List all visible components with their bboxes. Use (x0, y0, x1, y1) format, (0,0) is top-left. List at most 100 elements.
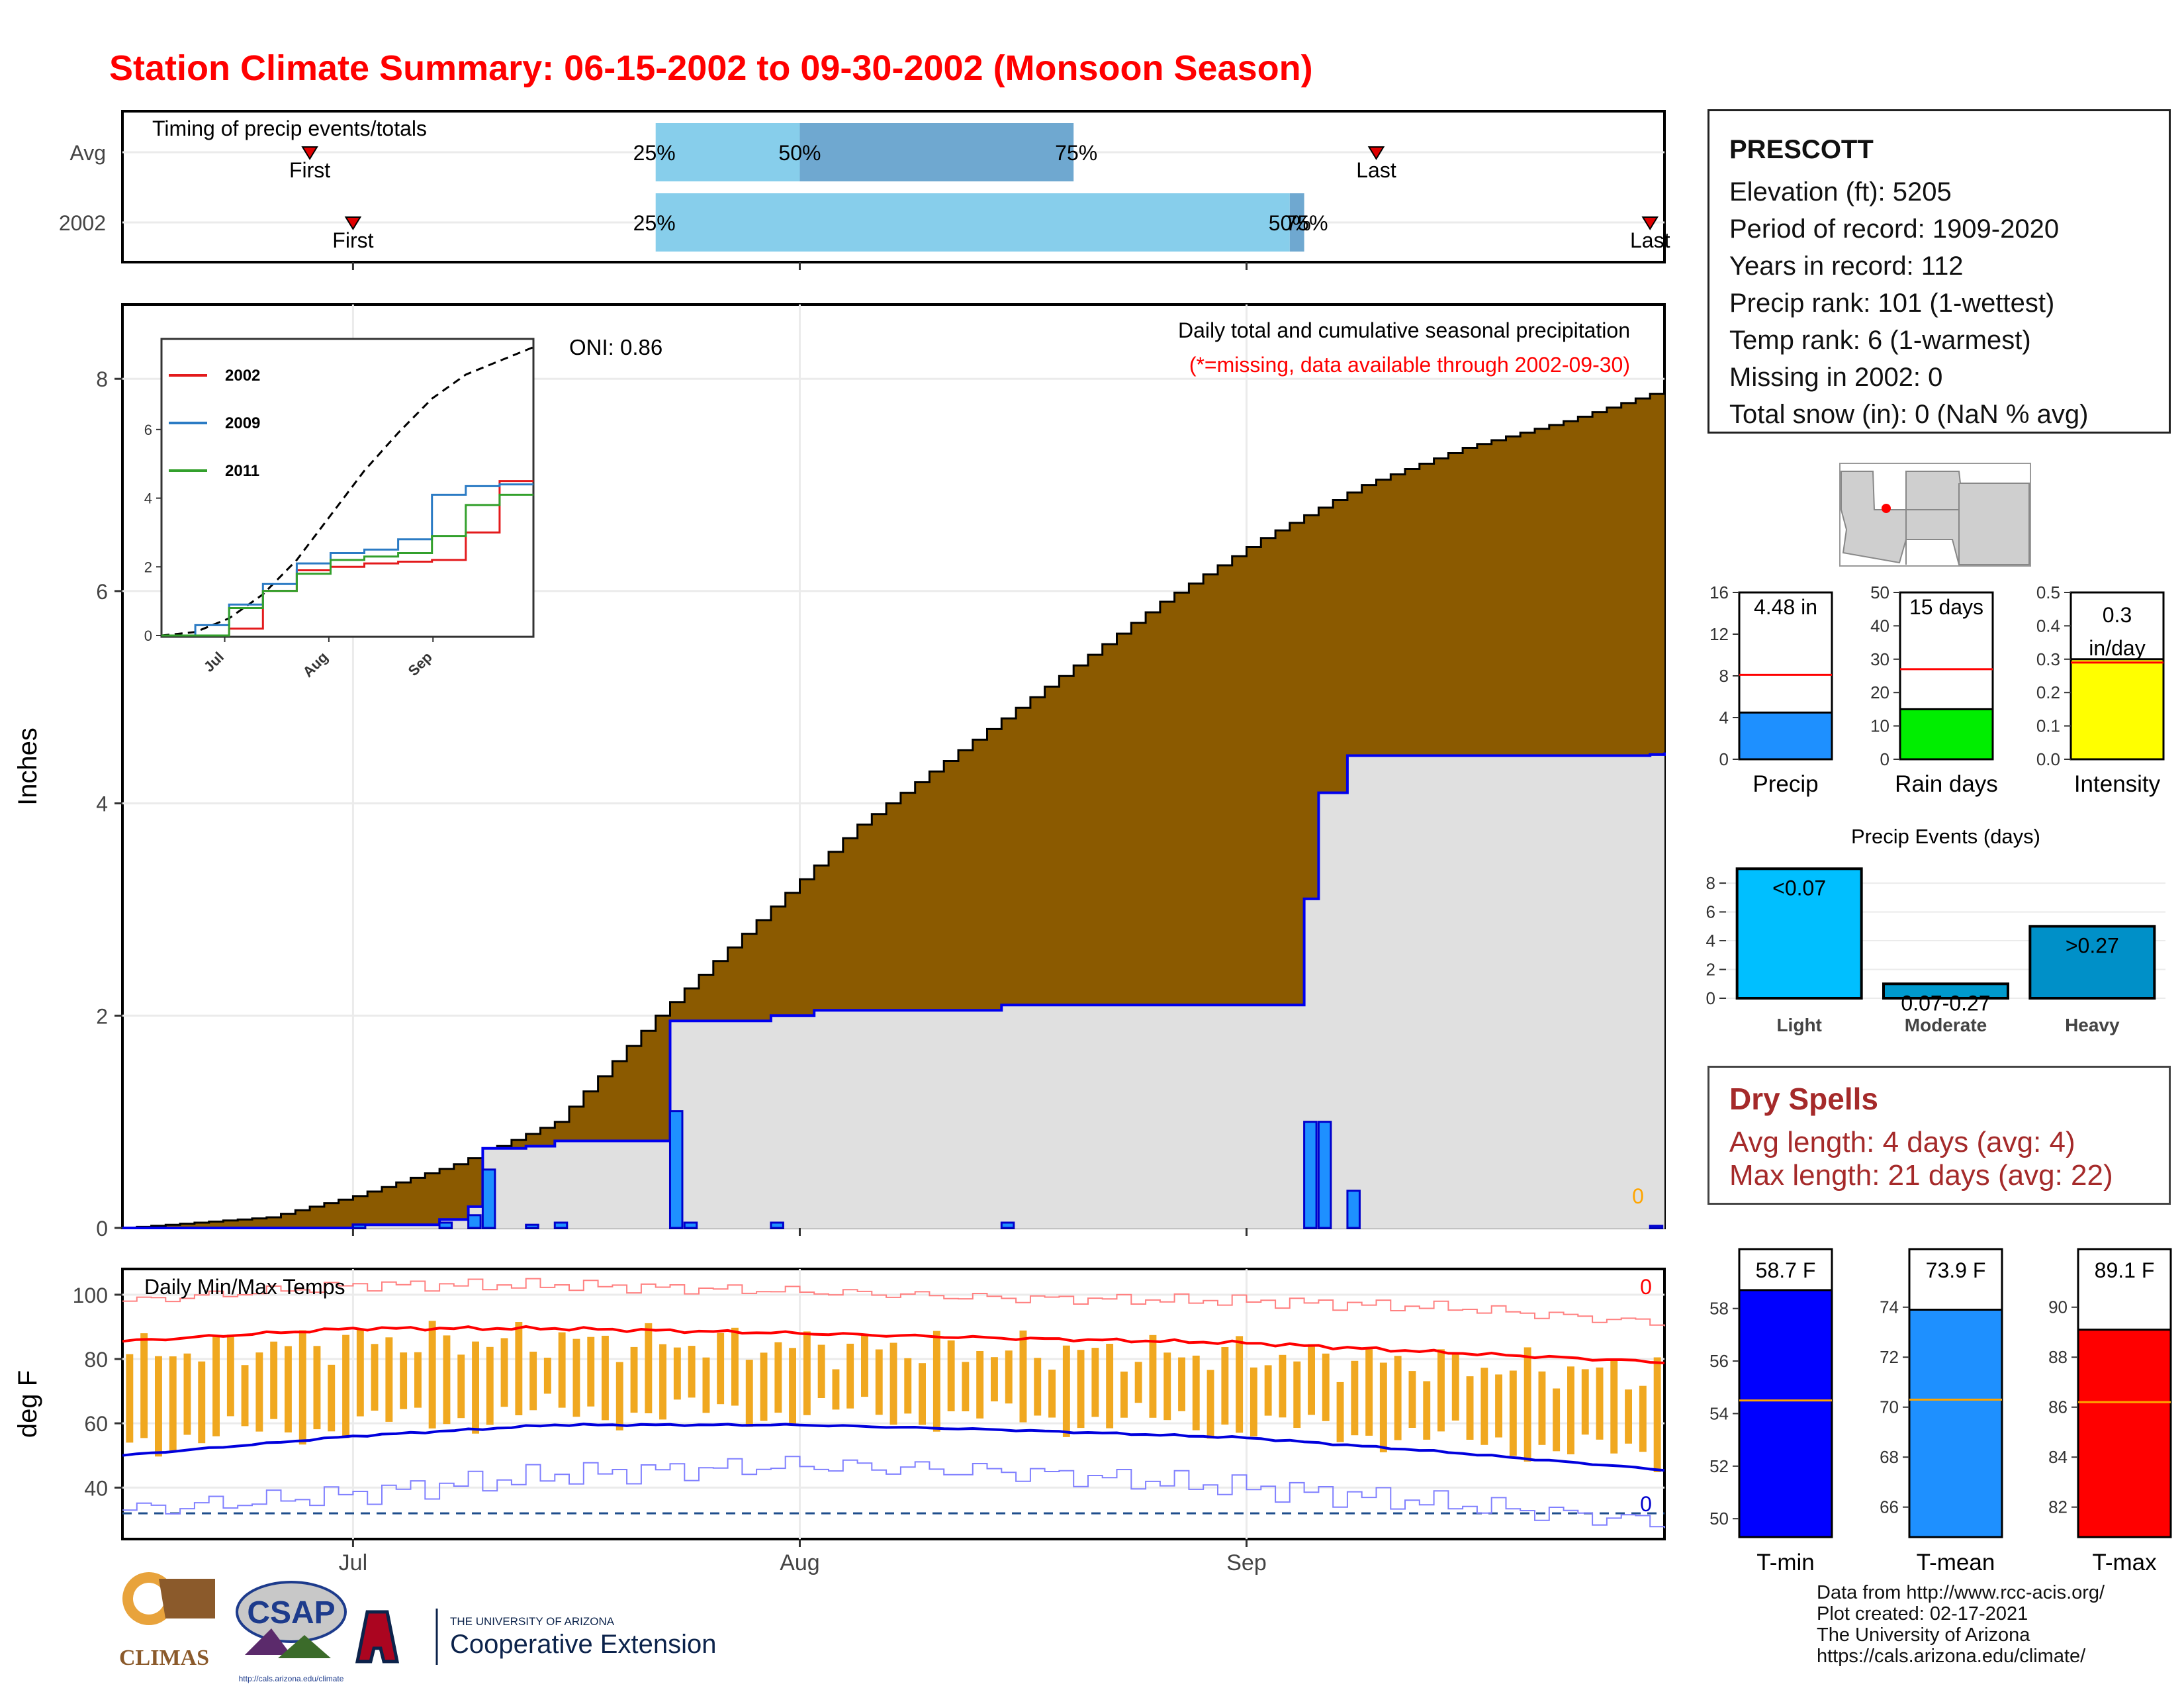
daily-temp-bar (1567, 1366, 1574, 1454)
oni-label: ONI: 0.86 (569, 335, 662, 359)
daily-temp-bar (1553, 1388, 1561, 1452)
daily-precip-bar (351, 1223, 367, 1229)
daily-temp-bar (846, 1343, 854, 1409)
daily-temp-bar (1639, 1385, 1647, 1452)
temp-bar-tick-label: 56 (1709, 1351, 1729, 1371)
daily-temp-bar (962, 1362, 970, 1411)
timing-label-75: 75% (1055, 141, 1097, 165)
temp-bar-value-label: 58.7 F (1756, 1258, 1816, 1282)
daily-temp-bar (198, 1361, 206, 1444)
daily-temp-bar (774, 1342, 782, 1413)
daily-temp-bar (155, 1356, 162, 1457)
daily-temp-bar (126, 1354, 134, 1443)
events-category-label: Heavy (2065, 1015, 2120, 1035)
timing-bar-q25-q50 (655, 123, 800, 181)
daily-precip-bar (668, 1110, 684, 1229)
daily-temp-bar (1034, 1358, 1042, 1416)
credit-url: https://cals.arizona.edu/climate/ (1817, 1646, 2086, 1667)
inset-y-tick-label: 0 (144, 628, 152, 644)
daily-temp-bar (976, 1351, 984, 1419)
temp-bar-tick-label: 50 (1709, 1509, 1729, 1528)
timing-label-last: Last (1630, 228, 1670, 252)
events-bar-label: 0.07-0.27 (1901, 991, 1990, 1015)
daily-temp-bar (1408, 1371, 1416, 1428)
csap-text: CSAP (247, 1595, 335, 1630)
credit-created: Plot created: 02-17-2021 (1817, 1603, 2028, 1624)
daily-precip-bar (553, 1221, 569, 1229)
daily-temp-bar (731, 1327, 739, 1406)
first-event-marker (301, 146, 318, 160)
daily-temp-bar (1279, 1354, 1287, 1418)
avg-min-line (122, 1423, 1665, 1472)
avg-max-line (122, 1325, 1665, 1364)
daily-temp-bar (1581, 1369, 1589, 1435)
daily-temp-bar (1336, 1382, 1344, 1442)
station-snow: Total snow (in): 0 (NaN % avg) (1729, 400, 2089, 429)
daily-precip-bar (770, 1221, 784, 1229)
precip-y-tick-label: 4 (96, 792, 108, 816)
station-info-box: PRESCOTT Elevation (ft): 5205 Period of … (1707, 109, 2171, 434)
csap-url: http://cals.arizona.edu/climate (239, 1674, 344, 1683)
first-event-marker (344, 216, 362, 230)
station-map (1839, 463, 2031, 567)
daily-temp-bar (659, 1344, 666, 1420)
daily-temp-bar (543, 1358, 551, 1394)
events-tick-label: 6 (1706, 902, 1715, 922)
mini-chart-tick-label: 0.1 (2036, 716, 2060, 736)
temp-bar-tick-label: 70 (1880, 1397, 1899, 1417)
mini-chart-tick-label: 30 (1870, 649, 1889, 669)
events-category-label: Light (1776, 1015, 1821, 1035)
daily-temp-bar (645, 1323, 653, 1413)
inset-line-2002 (161, 480, 533, 637)
record-low-count: 0 (1640, 1492, 1652, 1516)
university-of-arizona-logo: THE UNIVERSITY OF ARIZONA Cooperative Ex… (355, 1609, 716, 1665)
mini-chart-value-bar (2070, 658, 2165, 761)
daily-temp-bar (673, 1347, 681, 1400)
temp-bar-tick-label: 90 (2048, 1297, 2068, 1317)
mini-chart-tick-label: 8 (1719, 666, 1729, 686)
last-event-marker (1641, 216, 1659, 230)
mini-chart-value-bar (1738, 711, 1833, 761)
daily-temp-bar (1653, 1357, 1661, 1472)
daily-temp-bar (1596, 1367, 1604, 1440)
temp-bar-value (1738, 1289, 1833, 1538)
timing-label-25: 25% (633, 211, 676, 235)
timing-label-50: 50% (778, 141, 821, 165)
precip-ylabel: Inches (13, 727, 42, 806)
station-missing: Missing in 2002: 0 (1729, 363, 1943, 392)
daily-temp-bar (919, 1363, 926, 1425)
mini-chart-tick-label: 20 (1870, 682, 1889, 702)
daily-temp-bar (183, 1353, 191, 1435)
events-bar-label: >0.27 (2066, 933, 2119, 957)
inset-y-tick-label: 4 (144, 491, 152, 507)
precip-y-tick-label: 0 (96, 1217, 108, 1241)
daily-temp-bar (1206, 1370, 1214, 1439)
mini-chart-tick-label: 40 (1870, 616, 1889, 635)
daily-temp-bar (226, 1335, 234, 1417)
events-bar-label: <0.07 (1772, 876, 1826, 900)
temp-bar-tick-label: 86 (2048, 1397, 2068, 1417)
timing-label-last: Last (1356, 158, 1396, 182)
mini-chart-value-bar (1899, 708, 1994, 761)
daily-temp-bar (1365, 1349, 1373, 1436)
timing-label: Timing of precip events/totals (152, 117, 427, 140)
station-precip-rank: Precip rank: 101 (1-wettest) (1729, 289, 2055, 318)
daily-temp-bar (1379, 1362, 1387, 1452)
station-name: PRESCOTT (1729, 135, 1874, 164)
ua-line1: THE UNIVERSITY OF ARIZONA (450, 1615, 615, 1628)
temp-bar-chart-t-max: 82 84 86 88 90 89.1 F T-max (2048, 1248, 2172, 1575)
daily-temp-bar (1019, 1331, 1027, 1423)
dry-spells-title: Dry Spells (1729, 1082, 1878, 1116)
average-cumulative-line (122, 389, 1666, 1229)
credit-source: Data from http://www.rcc-acis.org/ (1817, 1582, 2105, 1603)
credits: Data from http://www.rcc-acis.org/ Plot … (1817, 1582, 2105, 1667)
temp-bar-tick-label: 72 (1880, 1347, 1899, 1367)
daily-temp-bar (1322, 1353, 1330, 1421)
daily-temp-bar (745, 1360, 753, 1427)
x-axis-month-label: Aug (780, 1550, 820, 1575)
dry-spells-max: Max length: 21 days (avg: 22) (1729, 1159, 2113, 1192)
mini-chart-tick-label: 10 (1870, 716, 1889, 736)
events-bar-moderate (1882, 982, 2009, 1000)
events-bar-heavy (2028, 925, 2156, 1000)
daily-temp-bar (313, 1346, 321, 1430)
